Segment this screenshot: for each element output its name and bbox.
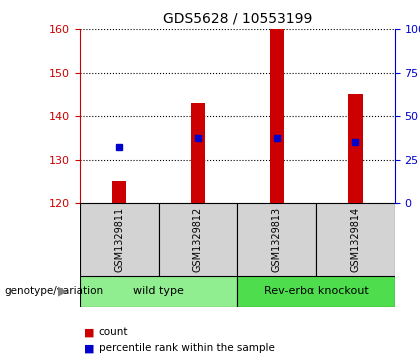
FancyBboxPatch shape [237, 276, 395, 307]
Bar [112, 182, 126, 203]
FancyBboxPatch shape [316, 203, 395, 276]
Text: ■: ■ [84, 343, 94, 354]
FancyBboxPatch shape [159, 203, 237, 276]
FancyBboxPatch shape [237, 203, 316, 276]
FancyBboxPatch shape [80, 276, 237, 307]
Text: GSM1329814: GSM1329814 [350, 207, 360, 272]
Text: ▶: ▶ [58, 285, 68, 298]
Text: GSM1329812: GSM1329812 [193, 207, 203, 272]
Text: GSM1329813: GSM1329813 [272, 207, 282, 272]
FancyBboxPatch shape [80, 203, 159, 276]
Title: GDS5628 / 10553199: GDS5628 / 10553199 [163, 11, 312, 25]
Text: GSM1329811: GSM1329811 [114, 207, 124, 272]
Bar [270, 29, 284, 203]
Bar [191, 103, 205, 203]
Text: Rev-erbα knockout: Rev-erbα knockout [264, 286, 368, 296]
Text: ■: ■ [84, 327, 94, 337]
Text: genotype/variation: genotype/variation [4, 286, 103, 296]
Bar [348, 94, 362, 203]
Text: count: count [99, 327, 128, 337]
Text: percentile rank within the sample: percentile rank within the sample [99, 343, 275, 354]
Text: wild type: wild type [133, 286, 184, 296]
